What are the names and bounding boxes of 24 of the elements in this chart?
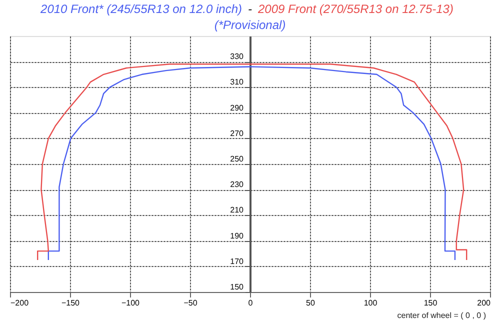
x-tick-label: 150 [424, 298, 438, 308]
y-tick-label: 230 [230, 180, 244, 190]
x-tick-label: 200 [477, 298, 492, 308]
x-tick-label: 50 [306, 298, 316, 308]
text: 2010 Front* (245/55R13 on 12.0 inch) [40, 2, 242, 16]
x-tick-label: 0 [248, 298, 254, 308]
y-tick-label: 330 [230, 52, 244, 62]
x-tick-label: 100 [364, 298, 378, 308]
y-tick-label: 150 [230, 282, 244, 292]
y-tick-label: 190 [230, 231, 244, 240]
text: center of wheel = ( 0 , 0 ) [397, 311, 486, 320]
y-tick-label: 270 [230, 128, 244, 138]
text: 2009 Front (270/55R13 on 12.75-13) [257, 2, 454, 16]
y-tick-label: 170 [230, 256, 244, 266]
y-tick-label: 250 [230, 154, 244, 164]
x-tick-label: −150 [61, 298, 80, 308]
x-tick-label: −50 [184, 298, 198, 308]
y-tick-label: 290 [230, 103, 244, 112]
x-tick-label: −100 [121, 298, 140, 308]
x-tick-label: −200 [10, 298, 30, 308]
y-tick-label: 210 [230, 206, 244, 215]
y-tick-label: 310 [230, 78, 244, 87]
chart-title: - [248, 2, 252, 16]
text: (*Provisional) [214, 18, 286, 32]
